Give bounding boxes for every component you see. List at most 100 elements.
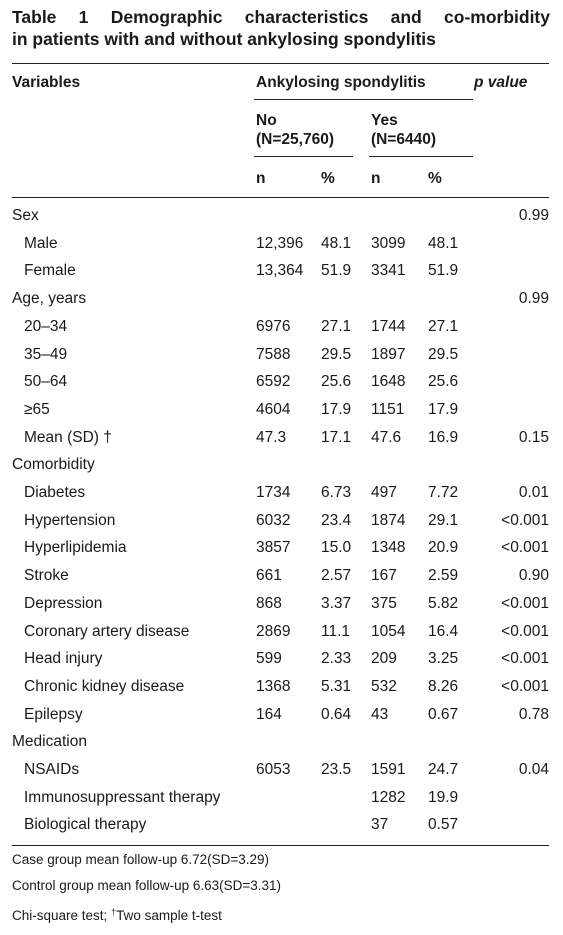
cell-no-n: 868 <box>256 595 282 612</box>
cell-yes-pct: 29.5 <box>428 346 459 363</box>
cell-yes-pct: 19.9 <box>428 789 459 806</box>
footnote-control-followup: Control group mean follow-up 6.63(SD=3.3… <box>12 878 282 893</box>
cell-no-pct: 48.1 <box>321 235 352 252</box>
cell-no-pct: 0.64 <box>321 706 352 723</box>
cell-yes-n: 167 <box>371 567 397 584</box>
cell-yes-pct: 3.25 <box>428 650 459 667</box>
row-variable-label: Hyperlipidemia <box>24 539 127 556</box>
table-top-rule <box>12 63 549 64</box>
cell-yes-n: 209 <box>371 650 397 667</box>
row-variable-label: Head injury <box>24 650 103 667</box>
cell-no-n: 599 <box>256 650 282 667</box>
cell-yes-n: 1348 <box>371 539 406 556</box>
cell-yes-n: 1151 <box>371 401 405 418</box>
cell-yes-pct: 20.9 <box>428 539 459 556</box>
cell-no-n: 2869 <box>256 623 291 640</box>
cell-p-value: 0.78 <box>518 706 549 723</box>
cell-p-value: <0.001 <box>501 623 549 640</box>
row-variable-label: Depression <box>24 595 103 612</box>
table-title: Table 1 Demographic characteristics and … <box>12 6 550 50</box>
cell-no-pct: 3.37 <box>321 595 352 612</box>
cell-p-value: <0.001 <box>501 595 549 612</box>
cell-yes-pct: 25.6 <box>428 373 459 390</box>
cell-p-value: <0.001 <box>501 539 549 556</box>
row-variable-label: Stroke <box>24 567 69 584</box>
header-bottom-rule <box>12 197 549 198</box>
cell-no-pct: 27.1 <box>321 318 352 335</box>
cell-yes-pct: 29.1 <box>428 512 459 529</box>
footnote-case-followup: Case group mean follow-up 6.72(SD=3.29) <box>12 852 270 867</box>
cell-no-n: 164 <box>256 706 282 723</box>
cell-yes-pct: 16.9 <box>428 429 459 446</box>
group-header-rule <box>254 99 473 100</box>
row-variable-label: NSAIDs <box>24 761 80 778</box>
cell-p-value: 0.04 <box>518 761 549 778</box>
row-section-label: Sex <box>12 207 39 224</box>
cell-yes-pct: 0.67 <box>428 706 459 723</box>
row-variable-label: Hypertension <box>24 512 116 529</box>
row-variable-label: 35–49 <box>24 346 68 363</box>
cell-yes-n: 1591 <box>371 761 406 778</box>
cell-yes-pct: 5.82 <box>428 595 459 612</box>
cell-no-n: 13,364 <box>256 262 304 279</box>
cell-yes-n: 37 <box>371 816 389 833</box>
footnote-t-test: Two sample t-test <box>116 908 222 923</box>
cell-yes-n: 1744 <box>371 318 406 335</box>
row-variable-label: Biological therapy <box>24 816 147 833</box>
cell-yes-n: 1648 <box>371 373 406 390</box>
cell-yes-n: 497 <box>371 484 397 501</box>
row-section-label: Medication <box>12 733 87 750</box>
cell-yes-n: 375 <box>371 595 397 612</box>
row-variable-label: Diabetes <box>24 484 86 501</box>
row-variable-label: 20–34 <box>24 318 68 335</box>
header-no: No <box>256 112 277 129</box>
row-section-label: Age, years <box>12 290 87 307</box>
cell-p-value: <0.001 <box>501 678 549 695</box>
cell-p-value: 0.90 <box>518 567 549 584</box>
cell-no-n: 12,396 <box>256 235 304 252</box>
cell-no-pct: 2.33 <box>321 650 352 667</box>
cell-no-pct: 23.5 <box>321 761 352 778</box>
cell-no-pct: 11.1 <box>321 623 351 640</box>
cell-yes-pct: 2.59 <box>428 567 459 584</box>
cell-yes-pct: 16.4 <box>428 623 459 640</box>
header-pct-no: % <box>321 170 335 187</box>
header-p-value-text: p value <box>474 74 528 91</box>
cell-yes-pct: 7.72 <box>428 484 459 501</box>
header-yes: Yes <box>371 112 398 129</box>
cell-no-pct: 51.9 <box>321 262 352 279</box>
cell-p-value: <0.001 <box>501 650 549 667</box>
header-pct-yes: % <box>428 170 442 187</box>
table-bottom-rule <box>12 845 549 846</box>
cell-yes-n: 1874 <box>371 512 406 529</box>
cell-no-n: 1368 <box>256 678 291 695</box>
cell-no-pct: 17.1 <box>321 429 352 446</box>
cell-no-n: 661 <box>256 567 282 584</box>
cell-no-n: 4604 <box>256 401 291 418</box>
cell-p-value: <0.001 <box>501 512 549 529</box>
footnote-tests: Chi-square test; †Two sample t-test <box>12 903 222 925</box>
cell-yes-pct: 8.26 <box>428 678 459 695</box>
header-variables: Variables <box>12 74 81 91</box>
cell-yes-n: 43 <box>371 706 389 723</box>
cell-no-n: 6976 <box>256 318 291 335</box>
cell-p-value: 0.99 <box>518 207 549 224</box>
cell-no-n: 7588 <box>256 346 291 363</box>
cell-yes-pct: 48.1 <box>428 235 459 252</box>
header-p-value: p value <box>474 73 527 92</box>
cell-no-n: 6032 <box>256 512 291 529</box>
header-ankylosing-spondylitis: Ankylosing spondylitis <box>256 74 426 91</box>
cell-yes-n: 1282 <box>371 789 406 806</box>
cell-no-pct: 6.73 <box>321 484 352 501</box>
row-variable-label: Female <box>24 262 76 279</box>
table-title-line-1: Table 1 Demographic characteristics and … <box>12 7 550 27</box>
header-yes-n: (N=6440) <box>371 131 437 148</box>
cell-no-pct: 23.4 <box>321 512 352 529</box>
cell-yes-n: 1054 <box>371 623 406 640</box>
no-subheader-rule <box>254 156 353 157</box>
row-variable-label: ≥65 <box>24 401 50 418</box>
header-n-yes: n <box>371 170 381 187</box>
cell-no-n: 3857 <box>256 539 291 556</box>
cell-no-n: 1734 <box>256 484 291 501</box>
cell-yes-pct: 24.7 <box>428 761 459 778</box>
